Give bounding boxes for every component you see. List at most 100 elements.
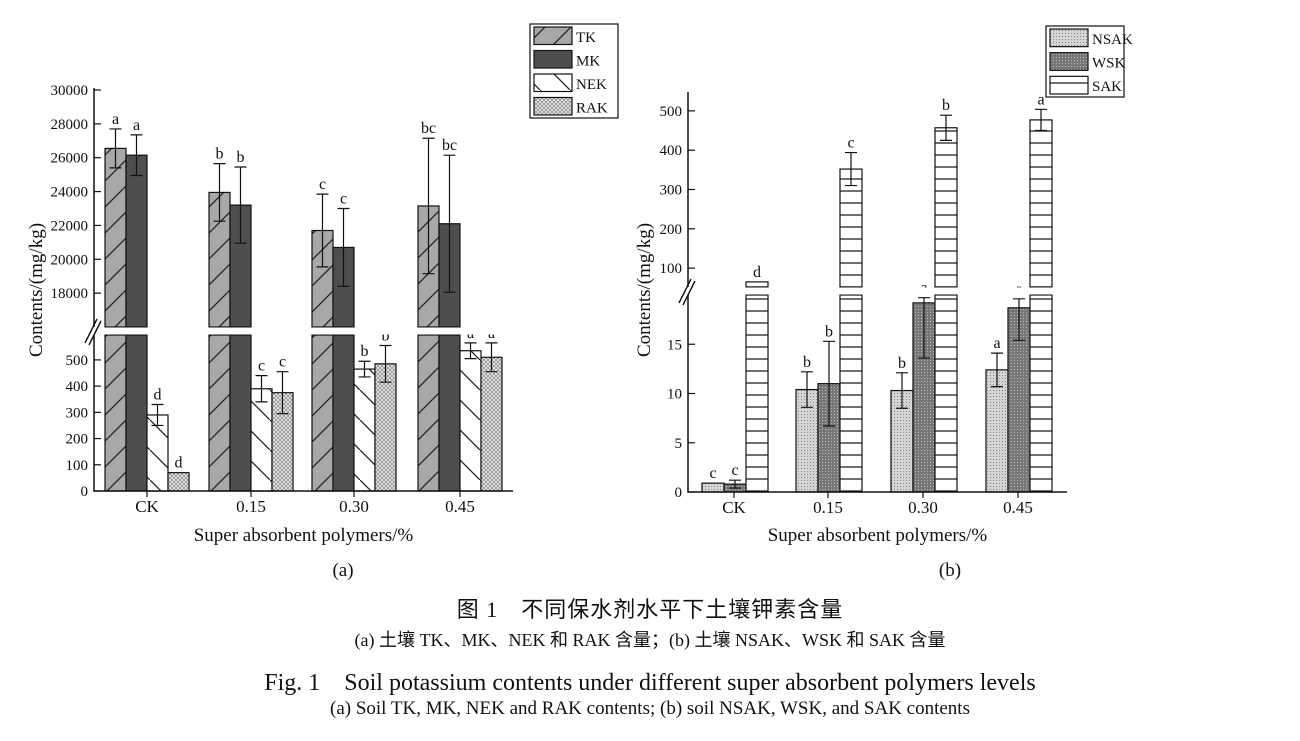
significance-letter: a: [993, 335, 1000, 352]
significance-letter: a: [1037, 91, 1044, 108]
error-bar: [464, 342, 477, 360]
x-tick-label: 0.30: [339, 497, 369, 516]
significance-letter: b: [898, 355, 906, 372]
y-tick-label: 0: [81, 484, 89, 500]
caption-zh-title: 图 1 不同保水剂水平下土壤钾素含量: [456, 597, 844, 622]
bar-sak-0.45-lower: [1029, 294, 1053, 493]
y-tick-label: 22000: [51, 218, 89, 234]
y-tick-label: 100: [660, 261, 683, 277]
y-axis-label: Contents/(mg/kg): [634, 223, 655, 357]
y-tick-label: 400: [660, 143, 683, 159]
x-tick-label: CK: [135, 497, 159, 516]
legend-label-wsk: WSK: [1092, 56, 1126, 72]
bar-sak-ck-lower: [745, 294, 769, 493]
error-bar: [358, 360, 371, 378]
significance-letter: c: [340, 191, 347, 208]
x-tick-label: 0.15: [236, 497, 266, 516]
bar-mk-ck-lower: [125, 334, 148, 492]
legend-label-mk: MK: [576, 53, 600, 69]
legend-swatch-nsak: [1049, 28, 1089, 48]
bar-tk-0.15-lower: [208, 334, 231, 492]
bar-sak-ck: [745, 281, 769, 288]
y-tick-label: 15: [667, 337, 682, 353]
significance-letter: d: [753, 264, 761, 281]
y-tick-label: 0: [675, 485, 683, 501]
y-tick-label: 500: [660, 104, 683, 120]
legend-swatch-sak: [1049, 75, 1089, 95]
error-bar: [823, 340, 835, 427]
caption-zh-subtitle: (a) 土壤 TK、MK、NEK 和 RAK 含量；(b) 土壤 NSAK、WS…: [354, 630, 946, 650]
significance-letter: a: [133, 117, 140, 134]
x-tick-label: 0.15: [813, 498, 843, 517]
legend-swatch-tk: [533, 26, 573, 46]
significance-letter: c: [258, 358, 265, 375]
x-axis-label: Super absorbent polymers/%: [768, 525, 988, 546]
y-tick-label: 10: [667, 387, 682, 403]
significance-letter: b: [361, 343, 369, 360]
error-bar: [443, 154, 456, 293]
panel-label: (b): [939, 560, 961, 581]
x-tick-label: 0.45: [445, 497, 475, 516]
significance-letter: c: [847, 135, 854, 152]
y-axis-label: Contents/(mg/kg): [26, 223, 47, 357]
error-bar: [151, 403, 164, 427]
y-tick-label: 30000: [51, 83, 89, 99]
bar-nek-0.45: [459, 350, 482, 492]
bar-mk-0.45-lower: [438, 334, 461, 492]
chart-a: abcbcabcbcdcbadcba1800020000220002400026…: [26, 23, 619, 581]
y-tick-label: 400: [66, 379, 89, 395]
x-tick-label: 0.30: [908, 498, 938, 517]
axis-break-mark: [84, 318, 102, 346]
error-bar: [729, 479, 741, 489]
error-bar: [234, 166, 247, 244]
significance-letter: c: [319, 176, 326, 193]
bar-nek-0.30: [353, 368, 376, 492]
significance-letter: b: [825, 323, 833, 340]
bar-tk-ck-lower: [104, 334, 127, 492]
error-bar: [276, 371, 289, 415]
bar-mk-ck: [125, 154, 148, 328]
legend-swatch-wsk: [1049, 52, 1089, 71]
significance-letter: b: [942, 97, 950, 114]
error-bar: [1013, 298, 1025, 341]
axis-break-gap: [689, 287, 1068, 295]
axis-break-gap: [95, 327, 514, 335]
legend-label-sak: SAK: [1092, 79, 1122, 95]
bar-tk-0.30-lower: [311, 334, 334, 492]
bar-rak-ck: [167, 472, 190, 492]
bar-mk-0.15-lower: [229, 334, 252, 492]
legend-label-tk: TK: [576, 30, 596, 46]
x-tick-label: 0.45: [1003, 498, 1033, 517]
bar-nek-ck: [146, 414, 169, 492]
caption-en-subtitle: (a) Soil TK, MK, NEK and RAK contents; (…: [330, 698, 970, 719]
significance-letter: d: [175, 455, 183, 472]
legend-swatch-mk: [533, 49, 573, 69]
significance-letter: c: [709, 465, 716, 482]
significance-letter: b: [216, 146, 224, 163]
significance-letter: b: [803, 354, 811, 371]
bar-sak-0.30: [934, 127, 958, 288]
error-bar: [845, 151, 857, 187]
legend-label-nek: NEK: [576, 77, 607, 93]
bar-nsak-ck: [701, 482, 725, 493]
error-bar: [316, 193, 329, 268]
legend-label-rak: RAK: [576, 100, 608, 116]
significance-letter: bc: [442, 137, 457, 154]
legend-swatch-nek: [533, 73, 573, 93]
y-tick-label: 300: [66, 405, 89, 421]
y-tick-label: 200: [660, 222, 683, 238]
significance-letter: b: [237, 149, 245, 166]
y-tick-label: 300: [660, 183, 683, 199]
bar-rak-0.45: [480, 356, 503, 492]
error-bar: [940, 114, 952, 141]
error-bar: [918, 297, 930, 359]
y-tick-label: 20000: [51, 252, 89, 268]
bar-nsak-0.45: [985, 369, 1009, 493]
error-bar: [896, 372, 908, 409]
error-bar: [991, 352, 1003, 388]
panel-label: (a): [332, 560, 353, 581]
x-axis-label: Super absorbent polymers/%: [194, 525, 414, 546]
y-tick-label: 18000: [51, 286, 89, 302]
significance-letter: b: [382, 327, 390, 344]
